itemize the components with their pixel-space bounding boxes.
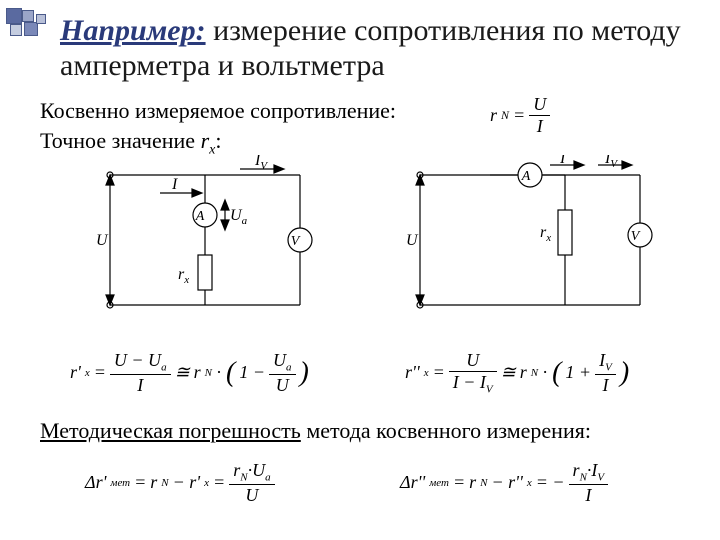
- method-error-label: Методическая погрешность метода косвенно…: [40, 418, 591, 444]
- formula-delta-right: Δr''мет = rN − r''x = − rN·IVI: [400, 460, 608, 506]
- svg-text:IV: IV: [604, 155, 618, 170]
- svg-text:V: V: [631, 229, 641, 244]
- svg-text:V: V: [291, 234, 301, 249]
- slide-title: Например: измерение сопротивления по мет…: [60, 14, 700, 83]
- circuit-right: U I IV A V rx: [400, 155, 660, 325]
- formula-rx-prime: r'x = U − UaI ≅ rN · ( 1 − UaU ): [70, 350, 309, 396]
- svg-text:A: A: [195, 209, 205, 224]
- svg-text:U: U: [406, 232, 419, 249]
- circuit-left: U I IV A Ua V rx: [90, 155, 320, 325]
- line-indirect: Косвенно измеряемое сопротивление:: [40, 98, 396, 124]
- line-exact: Точное значение rx:: [40, 128, 221, 158]
- svg-text:I: I: [559, 155, 566, 167]
- svg-text:Ua: Ua: [230, 207, 248, 227]
- svg-text:A: A: [521, 169, 531, 184]
- svg-text:U: U: [96, 232, 109, 249]
- svg-text:I: I: [171, 176, 178, 193]
- formula-rx-doubleprime: r''x = UI − IV ≅ rN · ( 1 + IVI ): [405, 350, 629, 396]
- svg-text:rx: rx: [540, 224, 551, 244]
- svg-text:rx: rx: [178, 266, 189, 286]
- title-lead: Например:: [60, 14, 206, 47]
- formula-rn: rN = UI: [490, 94, 550, 137]
- formula-delta-left: Δr'мет = rN − r'x = rN·UaU: [85, 460, 275, 506]
